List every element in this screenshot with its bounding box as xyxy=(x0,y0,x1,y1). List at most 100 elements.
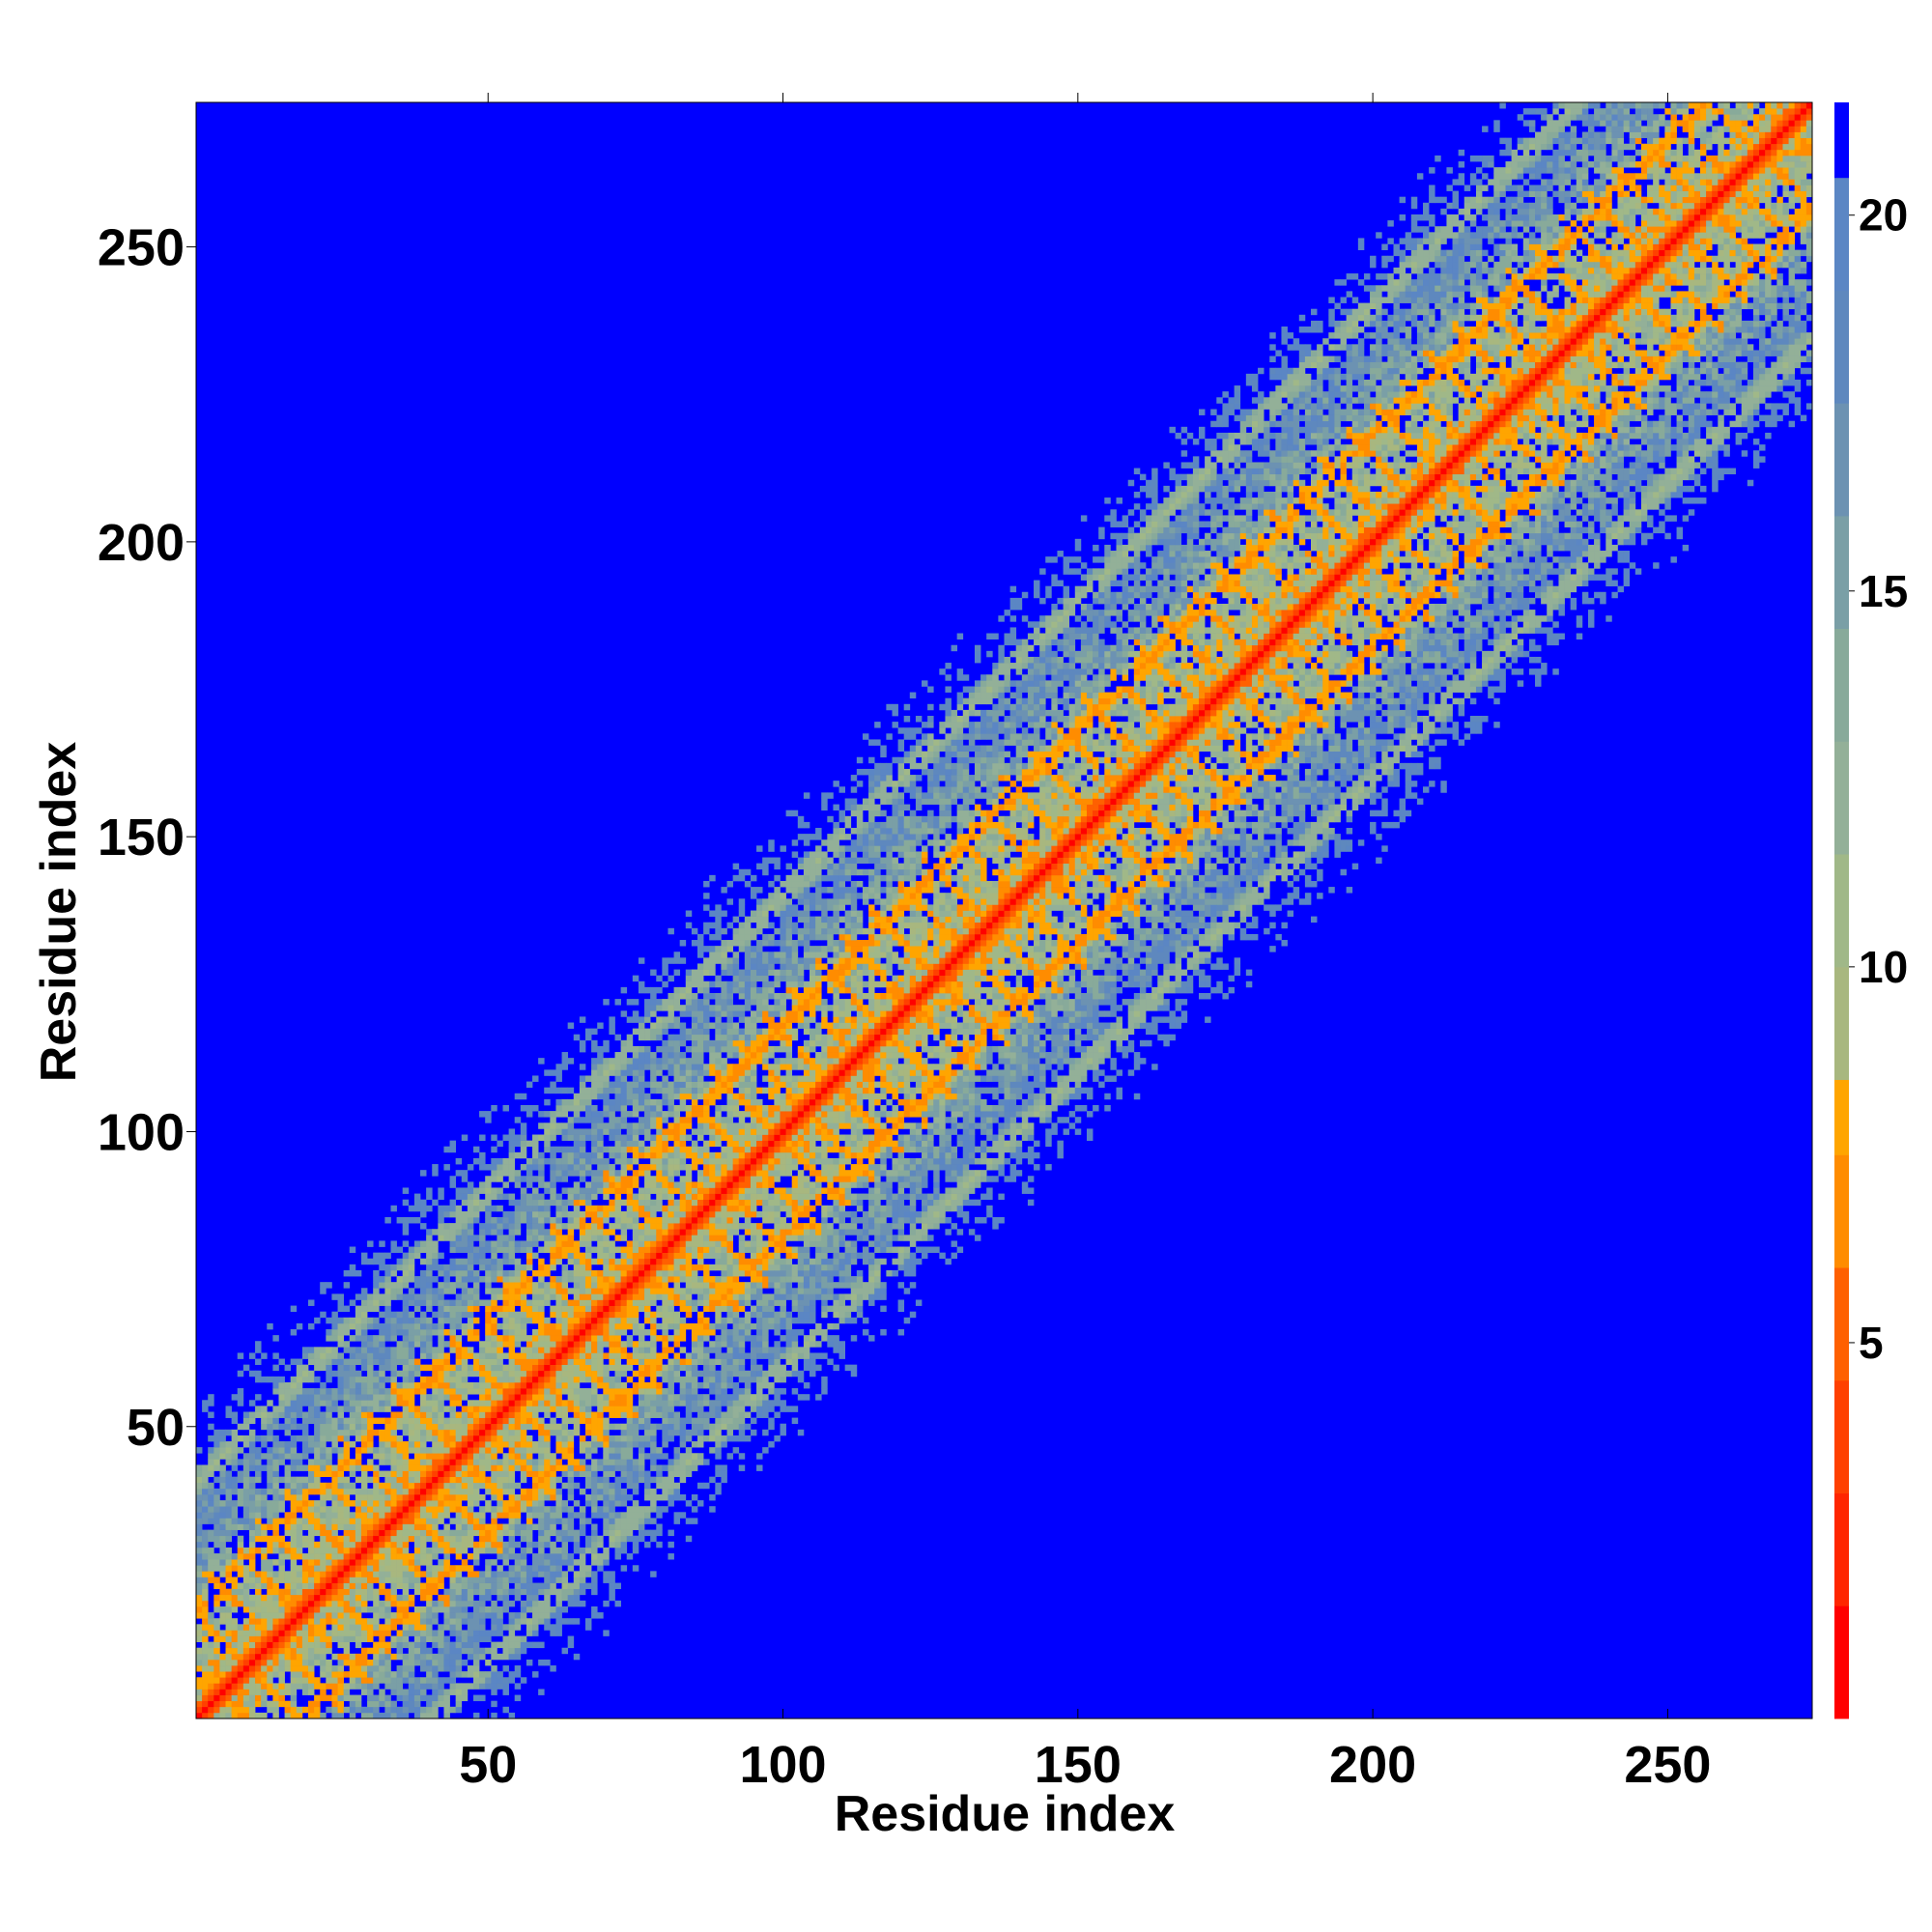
heatmap-cell xyxy=(331,1565,338,1572)
heatmap-cell xyxy=(272,1506,279,1513)
heatmap-cell xyxy=(420,1282,427,1289)
heatmap-cell xyxy=(242,1605,250,1613)
heatmap-cell xyxy=(367,1594,374,1602)
heatmap-cell xyxy=(461,1618,469,1625)
heatmap-cell xyxy=(331,1653,338,1661)
heatmap-cell xyxy=(555,1464,562,1471)
heatmap-cell xyxy=(573,1571,581,1577)
heatmap-cell xyxy=(502,1553,509,1560)
heatmap-cell xyxy=(514,1518,522,1524)
heatmap-cell xyxy=(609,1482,615,1490)
heatmap-cell xyxy=(567,1246,575,1253)
heatmap-cell xyxy=(555,1240,562,1247)
heatmap-cell xyxy=(472,1146,480,1153)
heatmap-cell xyxy=(485,1117,492,1123)
heatmap-cell xyxy=(497,1388,503,1395)
heatmap-cell xyxy=(231,1647,239,1655)
heatmap-cell xyxy=(584,1087,592,1094)
heatmap-cell xyxy=(261,1571,268,1577)
heatmap-cell xyxy=(591,1559,598,1566)
heatmap-cell xyxy=(491,1381,497,1389)
heatmap-cell xyxy=(544,1381,551,1389)
heatmap-cell xyxy=(591,1288,598,1294)
heatmap-cell xyxy=(609,1588,615,1596)
heatmap-cell xyxy=(502,1223,509,1230)
heatmap-cell xyxy=(343,1305,351,1313)
heatmap-cell xyxy=(402,1252,410,1260)
heatmap-cell xyxy=(520,1459,527,1465)
heatmap-cell xyxy=(384,1447,391,1454)
heatmap-cell xyxy=(620,1400,628,1406)
heatmap-cell xyxy=(609,1518,615,1524)
heatmap-cell xyxy=(472,1659,480,1666)
heatmap-cell xyxy=(225,1512,232,1519)
heatmap-cell xyxy=(550,1264,556,1271)
heatmap-cell xyxy=(620,1388,628,1395)
heatmap-cell xyxy=(242,1500,250,1507)
heatmap-cell xyxy=(225,1594,232,1602)
heatmap-cell xyxy=(609,1541,615,1548)
heatmap-cell xyxy=(461,1376,469,1383)
heatmap-cell xyxy=(237,1423,244,1431)
heatmap-cell xyxy=(514,1210,522,1218)
heatmap-cell xyxy=(550,1341,556,1348)
heatmap-cell xyxy=(402,1635,410,1642)
heatmap-cell xyxy=(373,1630,380,1636)
heatmap-cell xyxy=(355,1518,362,1524)
heatmap-cell xyxy=(508,1470,516,1478)
heatmap-cell xyxy=(384,1553,391,1560)
heatmap-cell xyxy=(413,1612,421,1619)
heatmap-cell xyxy=(597,1045,604,1053)
heatmap-cell xyxy=(461,1176,469,1182)
heatmap-cell xyxy=(367,1464,374,1471)
heatmap-cell xyxy=(620,1441,628,1448)
heatmap-cell xyxy=(609,1087,615,1094)
heatmap-cell xyxy=(213,1541,220,1548)
heatmap-cell xyxy=(491,1671,497,1678)
heatmap-cell xyxy=(308,1482,315,1490)
heatmap-cell xyxy=(520,1447,527,1454)
heatmap-cell xyxy=(620,1122,628,1129)
heatmap-cell xyxy=(278,1635,285,1642)
heatmap-cell xyxy=(544,1406,551,1412)
heatmap-cell xyxy=(202,1506,209,1513)
heatmap-cell xyxy=(609,1381,615,1389)
heatmap-cell xyxy=(314,1453,321,1460)
heatmap-cell xyxy=(449,1181,457,1188)
heatmap-cell xyxy=(555,1411,562,1418)
heatmap-cell xyxy=(561,1352,569,1359)
heatmap-cell xyxy=(567,1352,575,1359)
heatmap-cell xyxy=(520,1293,527,1300)
heatmap-cell xyxy=(626,1376,634,1383)
heatmap-cell xyxy=(573,1411,581,1418)
heatmap-cell xyxy=(449,1529,457,1537)
heatmap-cell xyxy=(373,1571,380,1577)
heatmap-cell xyxy=(603,1146,610,1153)
heatmap-cell xyxy=(550,1559,556,1566)
heatmap-cell xyxy=(567,1104,575,1112)
heatmap-cell xyxy=(231,1553,239,1560)
heatmap-cell xyxy=(491,1506,497,1513)
heatmap-cell xyxy=(508,1506,516,1513)
heatmap-cell xyxy=(620,1518,628,1524)
heatmap-cell xyxy=(308,1529,315,1537)
heatmap-cell xyxy=(384,1559,391,1566)
heatmap-cell xyxy=(626,1087,634,1094)
heatmap-cell xyxy=(597,1058,604,1065)
heatmap-cell xyxy=(532,1411,539,1418)
heatmap-cell xyxy=(202,1594,209,1602)
heatmap-cell xyxy=(373,1712,380,1719)
heatmap-cell xyxy=(301,1423,309,1431)
heatmap-cell xyxy=(343,1493,351,1501)
heatmap-cell xyxy=(426,1683,433,1690)
heatmap-cell xyxy=(373,1276,380,1283)
heatmap-cell xyxy=(567,1210,575,1218)
heatmap-cell xyxy=(609,1187,615,1194)
heatmap-cell xyxy=(379,1381,385,1389)
heatmap-cell xyxy=(432,1164,439,1171)
heatmap-cell xyxy=(402,1335,410,1342)
heatmap-cell xyxy=(502,1559,509,1566)
heatmap-cell xyxy=(591,1117,598,1123)
heatmap-cell xyxy=(426,1470,433,1478)
heatmap-cell xyxy=(438,1229,444,1236)
